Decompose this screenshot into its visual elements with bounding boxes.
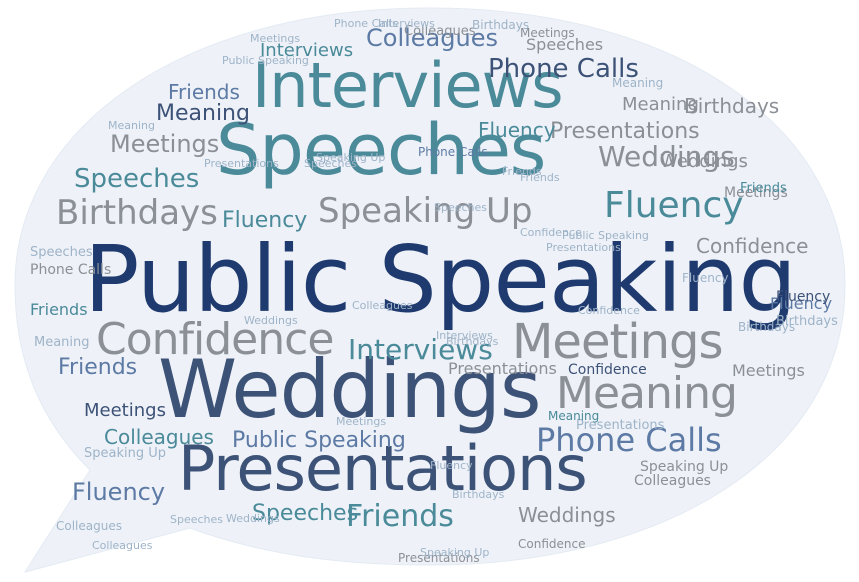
word: Meaning (548, 409, 600, 423)
word: Meetings (512, 314, 724, 370)
word: Fluency (430, 459, 473, 472)
word: Confidence (578, 304, 640, 317)
word: Public Speaking (562, 229, 649, 242)
word: Birthdays (452, 488, 505, 501)
word: Meaning (108, 119, 155, 132)
word: Speeches (216, 109, 546, 191)
word: Phone Calls (536, 421, 722, 459)
word: Birthdays (776, 314, 838, 329)
word: Phone Calls (488, 54, 639, 84)
speech-bubble-path (14, 7, 846, 573)
word: Fluency (604, 185, 744, 226)
word: Confidence (520, 226, 582, 239)
word: Meaning (156, 101, 250, 126)
word: Confidence (696, 234, 809, 258)
word: Speeches (170, 513, 224, 526)
word: Colleagues (56, 519, 122, 533)
word: Colleagues (366, 24, 498, 52)
word: Fluency (770, 294, 833, 313)
word: Birthdays (472, 18, 530, 32)
word: Friends (58, 355, 138, 380)
word: Speaking Up (318, 191, 533, 231)
word: Meaning (622, 94, 699, 115)
word: Interviews (252, 49, 564, 122)
word: Speeches (30, 245, 93, 260)
word: Interviews (378, 17, 435, 30)
word: Meaning (556, 368, 738, 419)
word: Friends (502, 165, 542, 178)
word: Confidence (518, 537, 586, 551)
word: Meetings (724, 185, 788, 201)
word: Speaking Up (316, 151, 386, 164)
word: Weddings (518, 503, 616, 527)
word: Speeches (252, 501, 359, 526)
word: Interviews (436, 329, 493, 342)
word: Public Speaking (222, 54, 309, 67)
word: Colleagues (104, 425, 214, 449)
word: Speaking Up (420, 546, 490, 559)
word: Colleagues (92, 539, 153, 552)
word: Fluency (478, 118, 556, 142)
word: Presentations (178, 432, 588, 505)
word: Weddings (158, 343, 542, 436)
word: Interviews (260, 40, 354, 61)
word: Colleagues (352, 299, 413, 312)
word: Colleagues (634, 473, 711, 489)
word: Presentations (398, 551, 480, 565)
word: Birthdays (56, 193, 218, 233)
word: Meetings (84, 400, 166, 421)
word: Interviews (348, 333, 493, 366)
word: Presentations (204, 157, 279, 170)
word: Meaning (612, 76, 664, 90)
word: Weddings (660, 151, 748, 172)
word: Friends (30, 300, 88, 319)
word: Birthdays (684, 94, 780, 118)
word: Confidence (96, 314, 334, 365)
word: Phone Calls (418, 145, 488, 159)
word: Public Speaking (84, 226, 797, 333)
word: Weddings (226, 512, 280, 525)
word: Weddings (244, 314, 298, 327)
word: Friends (346, 499, 454, 534)
word: Colleagues (404, 24, 476, 39)
word: Presentations (448, 359, 557, 378)
word: Friends (520, 171, 560, 184)
word: Fluency (72, 478, 166, 506)
word: Meetings (732, 361, 805, 380)
word: Friends (168, 80, 240, 104)
word: Fluency (222, 208, 308, 233)
word: Meetings (250, 32, 301, 45)
word: Speeches (304, 157, 358, 170)
word: Fluency (776, 289, 831, 305)
word: Presentations (550, 119, 700, 144)
word: Meetings (110, 130, 220, 158)
word: Presentations (576, 418, 665, 433)
word: Speeches (526, 35, 604, 54)
word: Presentations (546, 241, 621, 254)
word: Fluency (682, 271, 729, 285)
word: Phone Calls (30, 262, 112, 278)
word: Speaking Up (84, 446, 166, 461)
word: Birthdays (446, 335, 499, 348)
word: Meetings (520, 26, 575, 40)
word: Meaning (34, 335, 90, 350)
word: Speeches (434, 201, 488, 214)
word: Speeches (74, 164, 200, 194)
word: Public Speaking (232, 428, 406, 453)
word: Meetings (336, 415, 387, 428)
word: Weddings (598, 140, 735, 173)
word: Birthdays (738, 320, 796, 334)
word: Phone Calls (334, 17, 398, 30)
word: Confidence (568, 362, 647, 378)
word: Speaking Up (640, 459, 729, 475)
word: Friends (740, 181, 787, 196)
